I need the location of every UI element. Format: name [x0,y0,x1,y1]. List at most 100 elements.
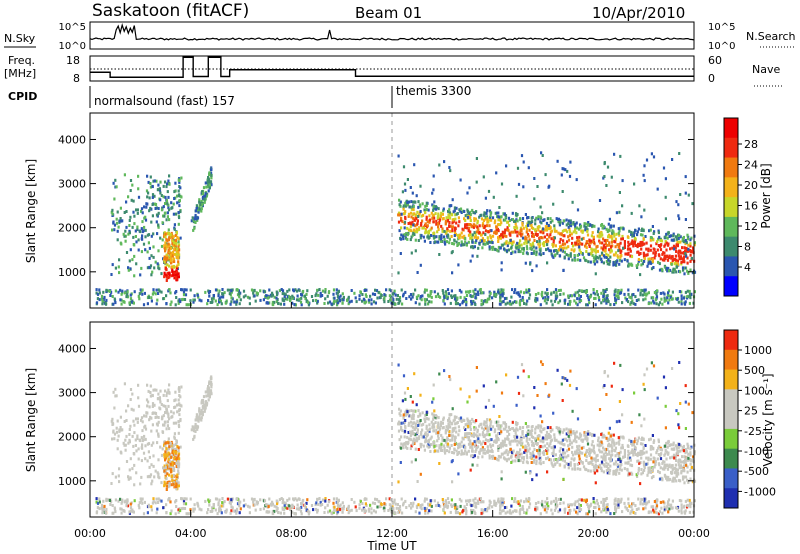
power-cell [163,234,166,238]
velocity-cell [622,436,625,440]
power-cell [129,215,132,219]
power-cell [131,258,134,262]
power-cell [555,296,558,300]
power-cell [598,199,602,202]
power-cell [152,255,155,259]
velocity-cell [522,456,525,459]
power-cell [572,222,575,226]
velocity-cell [587,469,590,473]
velocity-cell [576,435,579,439]
power-cell [471,238,474,242]
power-cell [544,296,547,300]
velocity-cell [425,424,428,428]
power-cell [569,252,572,256]
power-cell [150,254,153,258]
power-cell [433,235,436,239]
power-cell [534,293,538,296]
velocity-cell [503,456,506,460]
power-cell [690,236,693,240]
power-cell [606,243,609,247]
power-cell [306,289,309,293]
power-cell [163,255,166,259]
velocity-cell [421,411,424,415]
power-cell [530,223,533,227]
power-cell [191,216,194,220]
velocity-cell [670,443,673,447]
power-cell [165,253,168,257]
power-cell [417,228,421,232]
velocity-cell [165,447,168,451]
power-cell [667,291,670,295]
power-cell [625,298,628,302]
velocity-cell [160,453,164,457]
power-cell [572,249,576,253]
power-cell [166,202,169,206]
power-cell [383,295,386,299]
power-cell [471,294,474,298]
power-cell [176,247,179,251]
velocity-cell [171,415,174,419]
power-cell [511,241,514,245]
velocity-cell [486,429,489,433]
power-cell [678,152,681,155]
velocity-cell [140,436,143,440]
power-cell [517,250,520,254]
power-cell [525,288,528,292]
power-cell [633,240,636,244]
power-cell [608,262,611,266]
power-cell [681,246,684,250]
power-cell [152,291,155,294]
velocity-cell [166,467,170,471]
velocity-cell [159,445,162,449]
velocity-cell [675,444,679,448]
power-cell [173,223,176,227]
velocity-cell [677,460,680,464]
power-cell [450,251,453,255]
power-cell [319,291,322,295]
velocity-cell [166,472,169,476]
power-cell [112,302,115,306]
power-cell [255,291,258,295]
power-cell [514,250,517,254]
power-cell [558,221,561,225]
power-cell [600,223,603,227]
velocity-cell [469,428,472,431]
power-cell [137,174,140,178]
power-cell [499,299,502,303]
velocity-cell [584,437,587,441]
power-cell [506,220,509,224]
power-cell [627,288,630,292]
power-cell [632,293,635,296]
velocity-cell [552,464,555,468]
power-cell [618,258,621,262]
velocity-cell [655,451,658,455]
power-cell [539,230,542,234]
velocity-cell [574,437,577,441]
velocity-cell [598,463,601,467]
power-cell [474,296,477,300]
power-cell [256,292,259,296]
velocity-cell [618,457,621,461]
velocity-cell [173,447,176,451]
power-cell [657,303,660,307]
velocity-cell [147,442,151,446]
power-cell [515,194,518,198]
power-cell [519,217,522,221]
power-cell [482,175,485,179]
power-cell [586,228,589,232]
power-cell [321,289,325,293]
power-cell [507,248,510,252]
power-cell [417,239,420,242]
power-cell [461,227,464,231]
velocity-cell [163,480,166,484]
velocity-cell [616,452,619,456]
power-cell [115,221,119,225]
power-cell [601,226,604,230]
power-cell [538,252,541,256]
velocity-cell [196,425,200,429]
power-cell [149,175,152,179]
power-cell [623,240,626,243]
power-cell [545,248,548,252]
velocity-cell [681,446,684,450]
power-cell [603,175,606,178]
